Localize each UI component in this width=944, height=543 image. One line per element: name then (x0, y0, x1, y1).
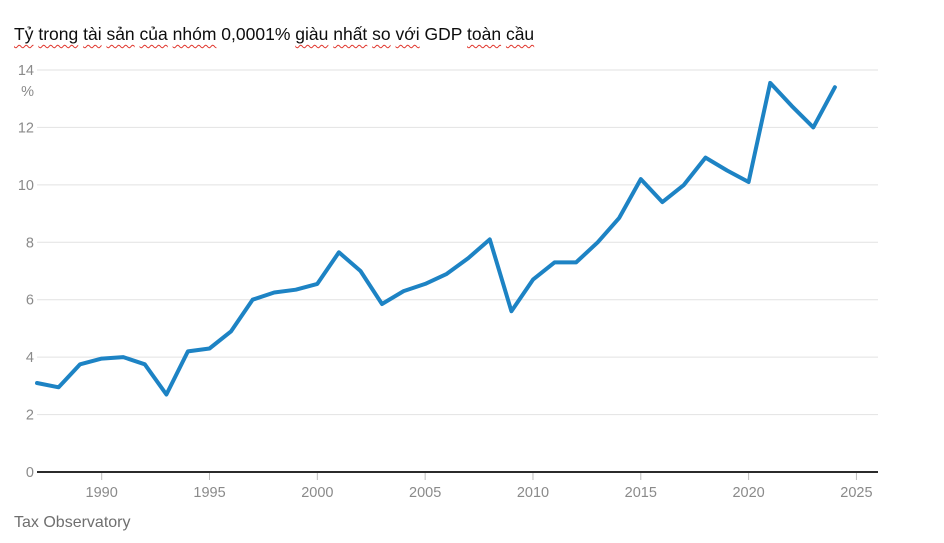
data-line (35, 80, 837, 397)
title-word: so (372, 24, 391, 44)
title-word: của (139, 24, 168, 44)
x-axis-tick-label: 2020 (732, 485, 764, 501)
title-word: sản (106, 24, 135, 44)
source-label: Tax Observatory (14, 514, 131, 531)
x-axis-tick-label: 2005 (409, 485, 441, 501)
title-word: nhóm (172, 24, 217, 44)
title-word: trong (38, 24, 79, 44)
title-word: giàu (295, 24, 329, 44)
x-axis-tick-label: 1995 (193, 485, 225, 501)
y-axis-tick-label: 8 (26, 235, 34, 251)
y-axis-tick-label: 2 (26, 408, 34, 424)
title-word: cầu (505, 24, 535, 44)
chart-title: Tỷ trong tài sản của nhóm 0,0001% giàu n… (14, 24, 534, 45)
title-word: nhất (333, 24, 368, 44)
y-axis-tick-label: 14 (18, 63, 34, 79)
y-axis-tick-label: 10 (18, 178, 34, 194)
x-axis-tick-label: 2000 (301, 485, 333, 501)
y-axis-tick-label: 6 (26, 293, 34, 309)
x-axis-tick-label: 2025 (840, 485, 872, 501)
title-word: tài (83, 24, 102, 44)
x-axis-tick-label: 2010 (517, 485, 549, 501)
y-axis-tick-label: 12 (18, 120, 34, 136)
title-word: với (395, 24, 420, 44)
x-axis-tick-label: 2015 (625, 485, 657, 501)
title-word: toàn (467, 24, 502, 44)
title-word: 0,0001% (221, 24, 291, 44)
title-word: GDP (424, 24, 463, 44)
y-axis-tick-label: 0 (26, 465, 34, 481)
x-axis-tick-label: 1990 (86, 485, 118, 501)
y-axis-tick-label: 4 (26, 350, 34, 366)
y-axis-unit-label: % (21, 84, 34, 100)
title-word: Tỷ (14, 24, 34, 44)
